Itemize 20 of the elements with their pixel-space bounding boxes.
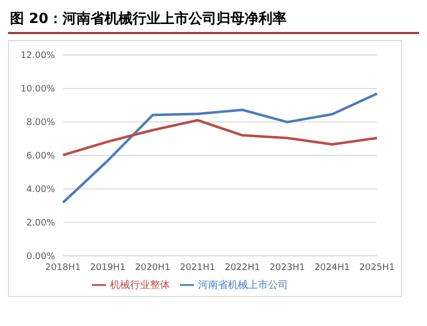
x-tick-label: 2022H1	[224, 263, 260, 274]
line-series	[62, 92, 378, 204]
x-tick-label: 2025H1	[359, 263, 395, 274]
y-tick-label: 10.00%	[20, 84, 56, 95]
legend-label: 河南省机械上市公司	[198, 280, 288, 291]
x-tick-label: 2021H1	[180, 263, 216, 274]
y-tick-label: 8.00%	[26, 118, 56, 128]
legend-label: 机械行业整体	[110, 280, 170, 291]
y-tick-label: 2.00%	[26, 218, 56, 228]
y-tick-label: 6.00%	[26, 152, 56, 162]
y-tick-label: 4.00%	[26, 185, 56, 196]
line-series	[62, 118, 378, 156]
x-tick-label: 2018H1	[45, 263, 81, 274]
x-tick-label: 2023H1	[270, 263, 305, 274]
x-tick-label: 2024H1	[314, 263, 350, 274]
x-tick-label: 2020H1	[135, 263, 170, 274]
y-tick-label: 12.00%	[20, 51, 56, 62]
x-tick-label: 2019H1	[90, 263, 126, 274]
y-tick-label: 0.00%	[26, 252, 56, 262]
chart-title: 图 20：河南省机械行业上市公司归母净利率	[8, 8, 419, 34]
